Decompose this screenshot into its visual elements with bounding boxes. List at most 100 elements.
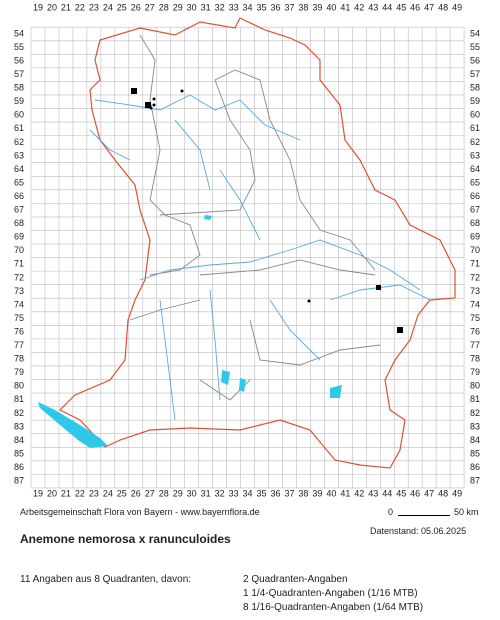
column-label: 43 xyxy=(368,2,378,12)
row-label: 58 xyxy=(14,83,24,93)
row-label: 66 xyxy=(14,191,24,201)
column-label: 24 xyxy=(103,488,113,498)
column-label: 33 xyxy=(229,488,239,498)
row-label: 61 xyxy=(470,123,480,133)
row-label: 72 xyxy=(14,272,24,282)
column-label: 44 xyxy=(382,488,392,498)
row-label: 83 xyxy=(14,421,24,431)
row-label: 83 xyxy=(470,421,480,431)
column-label: 20 xyxy=(47,2,57,12)
row-label: 73 xyxy=(470,286,480,296)
row-label: 86 xyxy=(470,462,480,472)
occurrences xyxy=(131,88,403,333)
column-label: 27 xyxy=(145,2,155,12)
row-label: 64 xyxy=(470,164,480,174)
row-label: 78 xyxy=(470,354,480,364)
column-label: 28 xyxy=(159,2,169,12)
occurrence-square xyxy=(397,327,403,333)
occurrence-square xyxy=(376,285,381,290)
row-label: 87 xyxy=(14,476,24,486)
row-label: 65 xyxy=(14,177,24,187)
row-label: 84 xyxy=(470,435,480,445)
column-label: 39 xyxy=(312,488,322,498)
row-label: 76 xyxy=(470,326,480,336)
column-label: 19 xyxy=(33,2,43,12)
column-label: 21 xyxy=(61,2,71,12)
row-label: 76 xyxy=(14,326,24,336)
row-label: 67 xyxy=(14,205,24,215)
row-label: 57 xyxy=(470,69,480,79)
row-label: 67 xyxy=(470,205,480,215)
column-label: 41 xyxy=(340,2,350,12)
column-label: 29 xyxy=(173,2,183,12)
row-label: 54 xyxy=(470,28,480,38)
column-label: 47 xyxy=(424,488,434,498)
grid xyxy=(30,26,465,489)
summary: 11 Angaben aus 8 Quadranten, davon: xyxy=(20,574,192,585)
row-label: 79 xyxy=(470,367,480,377)
row-label: 72 xyxy=(470,272,480,282)
row-label: 57 xyxy=(14,69,24,79)
row-label: 68 xyxy=(14,218,24,228)
credit: Arbeitsgemeinschaft Flora von Bayern - w… xyxy=(20,507,260,517)
row-label: 74 xyxy=(470,299,480,309)
column-label: 45 xyxy=(396,488,406,498)
row-label: 77 xyxy=(14,340,24,350)
row-label: 60 xyxy=(470,110,480,120)
column-label: 22 xyxy=(75,2,85,12)
column-label: 19 xyxy=(33,488,43,498)
column-label: 31 xyxy=(201,2,211,12)
column-label: 33 xyxy=(229,2,239,12)
date: Datenstand: 05.06.2025 xyxy=(370,526,467,536)
breakdown-item: 2 Quadranten-Angaben xyxy=(243,574,348,585)
column-label: 32 xyxy=(215,488,225,498)
column-label: 28 xyxy=(159,488,169,498)
occurrence-dot xyxy=(152,103,156,107)
column-label: 23 xyxy=(89,2,99,12)
row-label: 73 xyxy=(14,286,24,296)
column-label: 46 xyxy=(410,488,420,498)
column-label: 40 xyxy=(326,488,336,498)
row-label: 71 xyxy=(14,259,24,269)
row-label: 66 xyxy=(470,191,480,201)
row-label: 71 xyxy=(470,259,480,269)
row-label: 75 xyxy=(470,313,480,323)
column-label: 25 xyxy=(117,2,127,12)
row-label: 70 xyxy=(470,245,480,255)
row-label: 81 xyxy=(14,394,24,404)
column-label: 38 xyxy=(298,2,308,12)
column-label: 47 xyxy=(424,2,434,12)
row-label: 80 xyxy=(14,381,24,391)
occurrence-dot xyxy=(180,89,184,93)
row-label: 62 xyxy=(14,137,24,147)
column-label: 34 xyxy=(243,2,253,12)
row-label: 61 xyxy=(14,123,24,133)
row-label: 59 xyxy=(14,96,24,106)
column-label: 49 xyxy=(452,488,462,498)
row-label: 87 xyxy=(470,476,480,486)
row-label: 79 xyxy=(14,367,24,377)
occurrence-dot xyxy=(149,106,153,110)
column-label: 24 xyxy=(103,2,113,12)
column-label: 34 xyxy=(243,488,253,498)
row-label: 86 xyxy=(14,462,24,472)
column-label: 44 xyxy=(382,2,392,12)
row-label: 55 xyxy=(470,42,480,52)
column-label: 41 xyxy=(340,488,350,498)
column-label: 26 xyxy=(131,488,141,498)
row-label: 80 xyxy=(470,381,480,391)
map: 19 19 20 20 21 21 22 22 23 23 24 24 25 25 26 26 27 27 28 28… xyxy=(14,2,480,498)
row-label: 65 xyxy=(470,177,480,187)
row-label: 78 xyxy=(14,354,24,364)
occurrence-square xyxy=(145,102,151,108)
column-label: 49 xyxy=(452,2,462,12)
column-label: 22 xyxy=(75,488,85,498)
column-label: 43 xyxy=(368,488,378,498)
column-label: 25 xyxy=(117,488,127,498)
row-label: 85 xyxy=(14,448,24,458)
scale-start: 0 xyxy=(388,507,394,517)
row-label: 62 xyxy=(470,137,480,147)
column-label: 29 xyxy=(173,488,183,498)
row-label: 70 xyxy=(14,245,24,255)
